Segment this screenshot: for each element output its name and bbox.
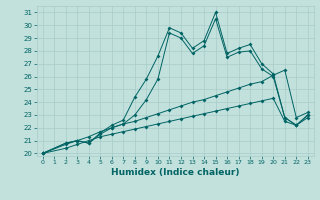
- X-axis label: Humidex (Indice chaleur): Humidex (Indice chaleur): [111, 168, 239, 177]
